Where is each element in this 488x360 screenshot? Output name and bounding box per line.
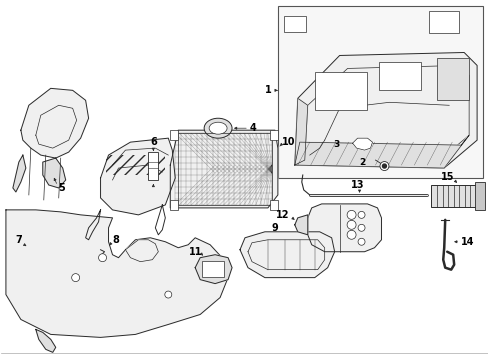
Polygon shape bbox=[13, 155, 26, 192]
Circle shape bbox=[346, 220, 355, 229]
Text: 6: 6 bbox=[150, 137, 157, 147]
Polygon shape bbox=[307, 204, 381, 252]
Polygon shape bbox=[170, 130, 277, 208]
Text: 2: 2 bbox=[359, 158, 365, 167]
Text: 8: 8 bbox=[112, 235, 119, 245]
Text: 11: 11 bbox=[188, 247, 202, 257]
Text: 4: 4 bbox=[249, 123, 256, 133]
Bar bbox=[269, 200, 277, 210]
Circle shape bbox=[346, 210, 355, 219]
Ellipse shape bbox=[203, 118, 232, 138]
Bar bbox=[428, 11, 458, 32]
Bar bbox=[379, 62, 421, 90]
Text: 3: 3 bbox=[333, 140, 339, 149]
Bar bbox=[148, 152, 158, 180]
Polygon shape bbox=[21, 88, 88, 158]
Bar bbox=[474, 182, 484, 210]
Polygon shape bbox=[352, 138, 372, 150]
Circle shape bbox=[72, 274, 80, 282]
Polygon shape bbox=[294, 215, 307, 235]
Circle shape bbox=[357, 238, 364, 245]
Text: 12: 12 bbox=[276, 210, 289, 220]
Bar bbox=[269, 130, 277, 140]
Bar bbox=[283, 15, 305, 32]
Polygon shape bbox=[240, 232, 334, 278]
Text: 7: 7 bbox=[16, 235, 22, 245]
Bar bbox=[170, 130, 178, 140]
Polygon shape bbox=[36, 329, 56, 352]
Circle shape bbox=[357, 224, 364, 231]
Bar bbox=[436, 58, 468, 100]
Text: 14: 14 bbox=[460, 237, 474, 247]
Ellipse shape bbox=[209, 122, 226, 134]
Polygon shape bbox=[6, 210, 227, 337]
Circle shape bbox=[164, 291, 171, 298]
Polygon shape bbox=[294, 98, 307, 165]
Bar bbox=[202, 261, 224, 276]
Text: 5: 5 bbox=[59, 183, 65, 193]
Text: 10: 10 bbox=[281, 137, 295, 147]
Polygon shape bbox=[195, 255, 232, 284]
Polygon shape bbox=[125, 240, 158, 262]
Text: 15: 15 bbox=[440, 172, 453, 182]
Polygon shape bbox=[294, 135, 468, 168]
Bar bbox=[170, 200, 178, 210]
Text: 9: 9 bbox=[271, 223, 278, 233]
Circle shape bbox=[346, 230, 355, 239]
Text: 13: 13 bbox=[350, 180, 364, 190]
Circle shape bbox=[357, 211, 364, 219]
Bar bbox=[430, 185, 478, 207]
Bar bbox=[277, 6, 482, 178]
Polygon shape bbox=[42, 158, 65, 188]
Polygon shape bbox=[294, 53, 476, 168]
Circle shape bbox=[382, 164, 386, 168]
Polygon shape bbox=[101, 138, 175, 215]
Circle shape bbox=[99, 254, 106, 262]
Text: 1: 1 bbox=[264, 85, 271, 95]
Bar bbox=[314, 72, 366, 110]
Bar bbox=[105, 155, 165, 175]
Circle shape bbox=[379, 162, 388, 171]
